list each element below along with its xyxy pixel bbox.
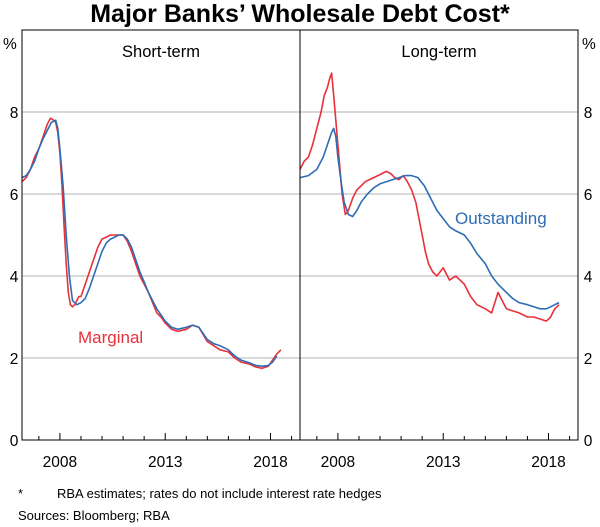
x-tick-label-1-2013: 2013	[426, 454, 460, 471]
annotation-outstanding: Outstanding	[455, 209, 547, 228]
right-unit-label: %	[582, 36, 596, 53]
footnote-text: RBA estimates; rates do not include inte…	[57, 486, 382, 501]
series-layer	[21, 72, 560, 370]
y-tick-label-right-8: 8	[584, 105, 593, 122]
y-tick-label-right-6: 6	[584, 187, 593, 204]
x-tick-label-0-2013: 2013	[148, 454, 182, 471]
series-line-0-1	[21, 119, 278, 368]
y-tick-labels-left: 0 2 4 6 8	[10, 105, 19, 450]
y-tick-label-left-6: 6	[10, 187, 19, 204]
x-tick-labels: 2008 2013 2018 2008 2013 2018	[43, 454, 566, 471]
plot-area	[21, 29, 579, 441]
x-tick-label-1-2008: 2008	[321, 454, 355, 471]
annotation-marginal: Marginal	[78, 328, 143, 347]
y-tick-label-right-2: 2	[584, 351, 593, 368]
y-tick-label-left-4: 4	[10, 269, 19, 286]
y-tick-label-left-8: 8	[10, 105, 19, 122]
y-tick-label-left-0: 0	[10, 433, 19, 450]
left-unit-label: %	[3, 36, 17, 53]
footnote-marker: *	[18, 486, 23, 501]
y-tick-label-right-0: 0	[584, 433, 593, 450]
chart-title: Major Banks’ Wholesale Debt Cost*	[90, 0, 510, 28]
y-tick-labels-right: 0 2 4 6 8	[584, 105, 593, 450]
y-tick-label-left-2: 2	[10, 351, 19, 368]
panel-title-long-term: Long-term	[401, 43, 476, 61]
panel-title-short-term: Short-term	[122, 43, 200, 61]
x-tick-label-0-2008: 2008	[43, 454, 77, 471]
sources-note: Sources: Bloomberg; RBA	[18, 508, 170, 523]
x-tick-label-1-2018: 2018	[531, 454, 565, 471]
series-line-1-1	[299, 127, 560, 310]
x-ticks	[38, 433, 571, 440]
x-tick-label-0-2018: 2018	[253, 454, 287, 471]
y-tick-label-right-4: 4	[584, 269, 593, 286]
